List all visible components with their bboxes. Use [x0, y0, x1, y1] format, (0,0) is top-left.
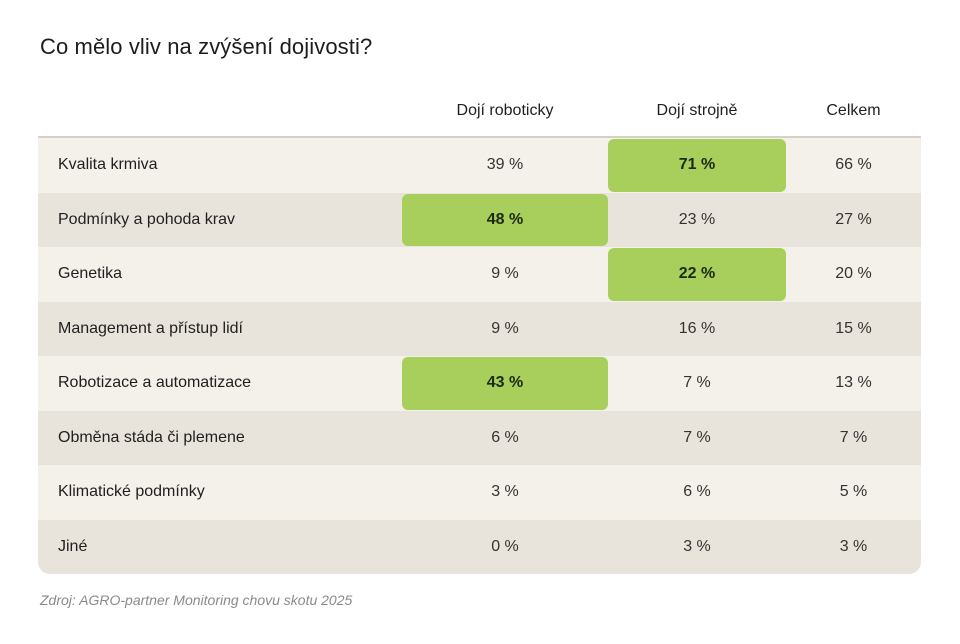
value-cell-robotic: 9 %	[491, 265, 519, 283]
table-row: Genetika 9 % 22 % 20 %	[38, 247, 921, 302]
table-row: Robotizace a automatizace 43 % 7 % 13 %	[38, 356, 921, 411]
highlighted-cell-machine: 22 %	[608, 248, 786, 301]
value-cell-total: 27 %	[835, 210, 872, 228]
value-cell-total: 13 %	[835, 374, 872, 392]
column-header-robotic: Dojí roboticky	[456, 102, 554, 119]
row-label: Podmínky a pohoda krav	[58, 210, 235, 228]
table-row: Kvalita krmiva 39 % 71 % 66 %	[38, 138, 921, 193]
value-cell-robotic: 0 %	[491, 537, 519, 555]
value-cell-machine: 3 %	[683, 537, 711, 555]
column-header-machine: Dojí strojně	[656, 102, 738, 119]
value-cell-robotic: 9 %	[491, 319, 519, 337]
data-table: Kvalita krmiva 39 % 71 % 66 % Podmínky a poh…	[38, 138, 921, 574]
table-row: Podmínky a pohoda krav 48 % 23 % 27 %	[38, 192, 921, 247]
highlighted-cell-robotic: 43 %	[402, 357, 608, 410]
value-cell-robotic: 6 %	[491, 428, 519, 446]
value-cell-total: 66 %	[835, 156, 872, 174]
value-cell-machine: 23 %	[678, 210, 716, 228]
value-cell-total: 7 %	[839, 428, 868, 446]
value-cell-total: 3 %	[839, 537, 868, 555]
row-label: Jiné	[58, 537, 88, 555]
value-cell-robotic: 3 %	[491, 483, 519, 501]
header-divider	[38, 136, 921, 138]
value-cell-machine: 7 %	[683, 428, 711, 446]
table-row: Obměna stáda či plemene 6 % 7 % 7 %	[38, 410, 921, 465]
table-row: Jiné 0 % 3 % 3 %	[38, 519, 921, 574]
value-cell-total: 5 %	[839, 483, 868, 501]
row-label: Kvalita krmiva	[58, 156, 158, 174]
highlighted-cell-machine: 71 %	[608, 139, 786, 192]
value-cell-robotic: 39 %	[486, 156, 524, 174]
row-label: Genetika	[58, 265, 123, 283]
value-cell-total: 15 %	[835, 319, 872, 337]
table-header: Dojí roboticky Dojí strojně Celkem	[38, 92, 921, 130]
table-row: Management a přístup lidí 9 % 16 % 15 %	[38, 301, 921, 356]
value-cell-machine: 16 %	[678, 319, 716, 337]
value-cell-total: 20 %	[835, 265, 872, 283]
source-note: Zdroj: AGRO-partner Monitoring chovu sko…	[40, 592, 353, 608]
row-label: Obměna stáda či plemene	[58, 428, 245, 446]
value-cell-machine: 6 %	[683, 483, 711, 501]
value-cell-machine: 7 %	[683, 374, 711, 392]
column-header-total: Celkem	[826, 102, 881, 119]
row-label: Klimatické podmínky	[58, 483, 205, 501]
table-row: Klimatické podmínky 3 % 6 % 5 %	[38, 465, 921, 520]
row-label: Management a přístup lidí	[58, 319, 243, 337]
chart-title: Co mělo vliv na zvýšení dojivosti?	[40, 34, 373, 59]
highlighted-cell-robotic: 48 %	[402, 193, 608, 246]
row-label: Robotizace a automatizace	[58, 374, 251, 392]
